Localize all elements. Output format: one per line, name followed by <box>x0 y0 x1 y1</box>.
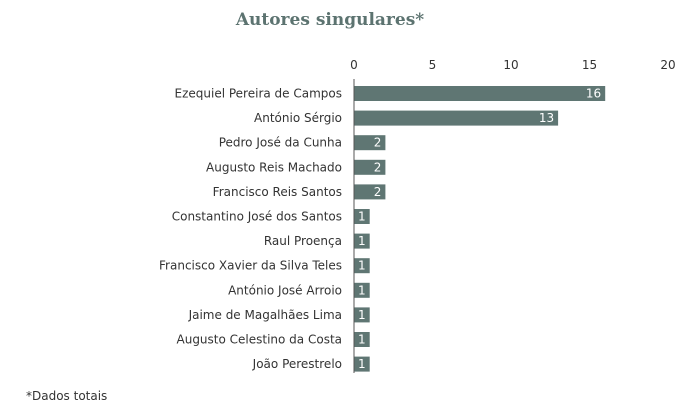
category-label: Augusto Celestino da Costa <box>177 333 343 347</box>
footnote: *Dados totais <box>26 389 108 403</box>
bar <box>354 209 370 224</box>
category-label: Jaime de Magalhães Lima <box>188 308 342 322</box>
category-label: António José Arroio <box>228 283 342 297</box>
data-label: 1 <box>358 234 366 248</box>
data-label: 2 <box>374 160 382 174</box>
category-label: Augusto Reis Machado <box>206 160 342 174</box>
data-label: 2 <box>374 185 382 199</box>
data-label: 13 <box>539 111 554 125</box>
bar <box>354 356 370 372</box>
chart-title: Autores singulares* <box>235 10 425 30</box>
data-label: 2 <box>374 136 382 150</box>
category-label: Raul Proença <box>264 234 342 248</box>
bar <box>354 86 606 101</box>
bar <box>354 135 386 151</box>
bar <box>354 307 370 323</box>
bar <box>354 332 370 347</box>
data-label: 1 <box>358 333 366 347</box>
x-tick-label: 15 <box>582 58 597 72</box>
bar <box>354 258 370 274</box>
bar <box>354 282 370 298</box>
bar <box>354 159 386 175</box>
bar <box>354 184 386 200</box>
axis-layer: 0 5 10 15 20 <box>350 58 675 72</box>
data-label: 1 <box>358 259 366 273</box>
category-label: João Perestrelo <box>252 357 342 371</box>
data-label: 1 <box>358 308 366 322</box>
bar <box>354 233 370 249</box>
x-tick-label: 0 <box>350 58 358 72</box>
category-label: Ezequiel Pereira de Campos <box>175 87 342 101</box>
category-label: Constantino José dos Santos <box>172 210 342 224</box>
category-label: Francisco Reis Santos <box>213 185 342 199</box>
x-tick-label: 10 <box>503 58 518 72</box>
category-label: Francisco Xavier da Silva Teles <box>159 259 342 273</box>
x-tick-label: 20 <box>660 58 675 72</box>
bars-layer: Ezequiel Pereira de Campos 16 António Sérg… <box>159 79 606 373</box>
data-label: 1 <box>358 210 366 224</box>
bar <box>354 110 559 126</box>
category-label: Pedro José da Cunha <box>219 136 342 150</box>
x-tick-label: 5 <box>429 58 437 72</box>
data-label: 1 <box>358 283 366 297</box>
data-label: 1 <box>358 357 366 371</box>
category-label: António Sérgio <box>254 111 342 125</box>
data-label: 16 <box>586 87 601 101</box>
